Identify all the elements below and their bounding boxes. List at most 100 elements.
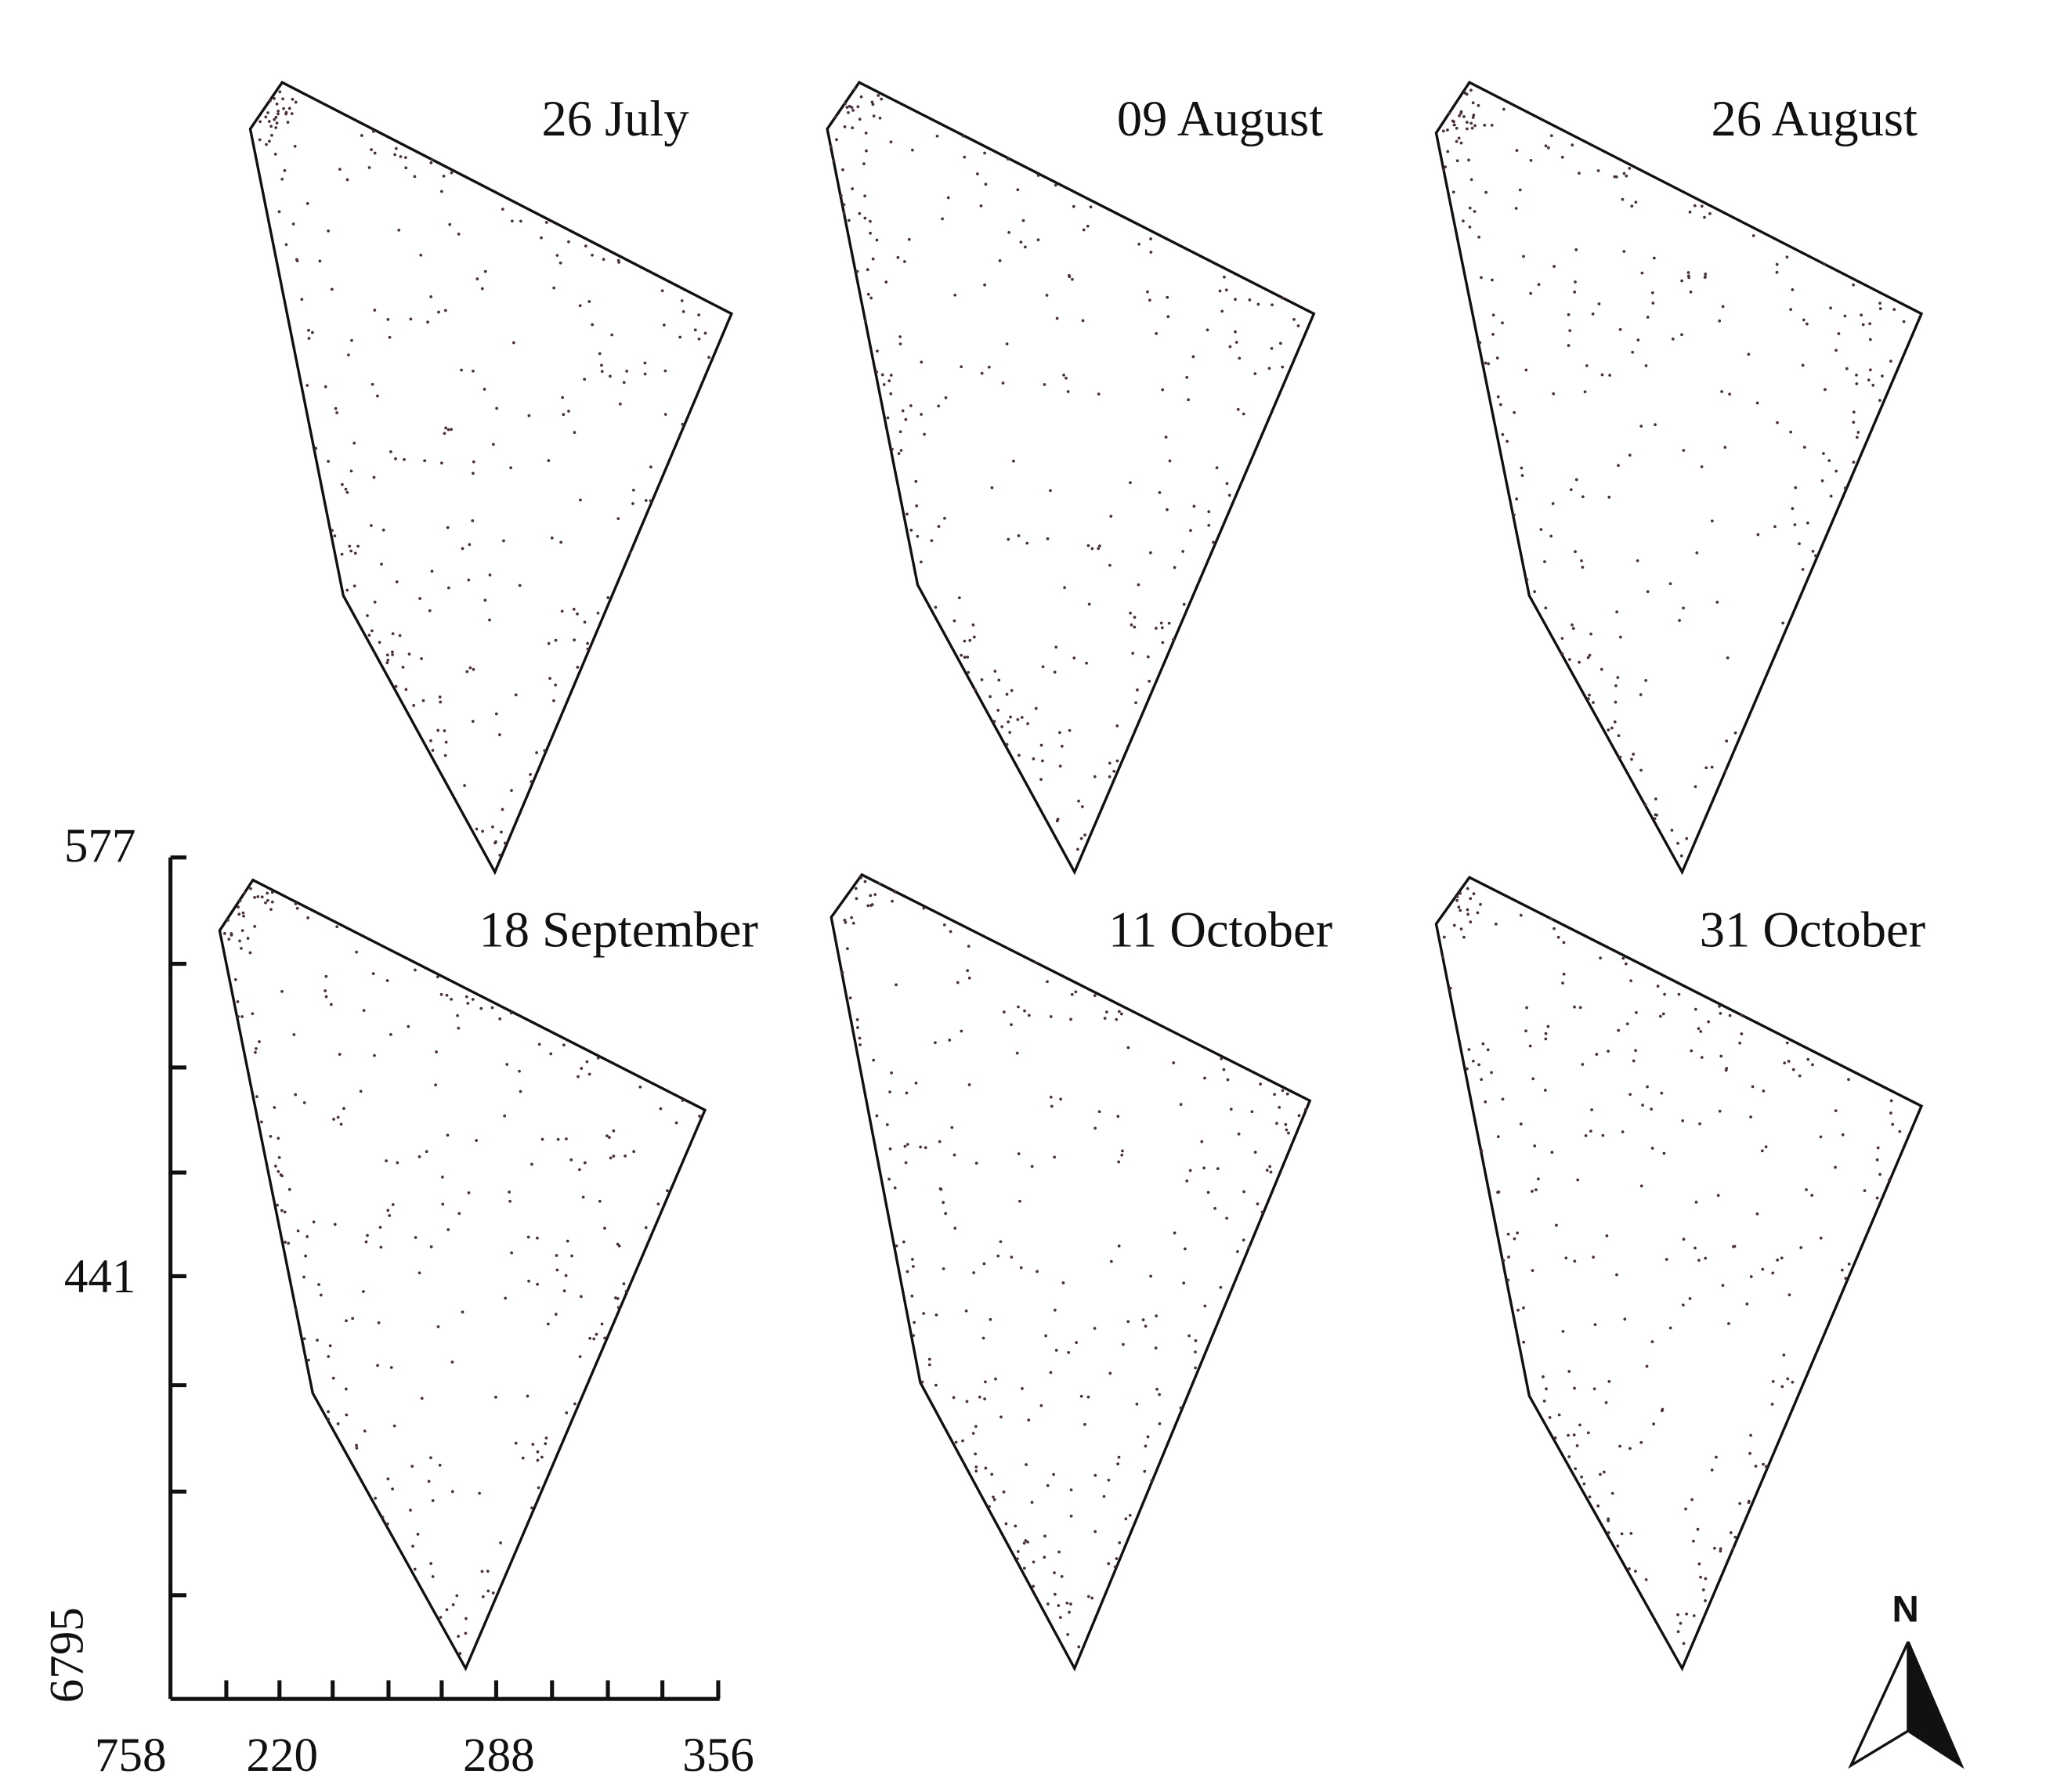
sample-point bbox=[1072, 656, 1076, 660]
sample-point bbox=[1065, 376, 1068, 380]
sample-point bbox=[1543, 1089, 1547, 1092]
sample-point bbox=[441, 1202, 445, 1206]
sample-point bbox=[1074, 990, 1078, 994]
sample-point bbox=[1207, 523, 1211, 527]
sample-point bbox=[1155, 1387, 1159, 1391]
sample-point bbox=[1625, 1022, 1629, 1026]
sample-point bbox=[1615, 610, 1619, 614]
sample-point bbox=[471, 720, 475, 723]
sample-point bbox=[1206, 1190, 1210, 1194]
sample-point bbox=[381, 1516, 385, 1519]
sample-point bbox=[1135, 1402, 1139, 1406]
sample-point bbox=[963, 656, 967, 659]
sample-point bbox=[974, 1162, 978, 1165]
sample-point bbox=[1662, 1151, 1666, 1155]
sample-point bbox=[967, 945, 971, 948]
sample-point bbox=[1701, 1588, 1705, 1591]
sample-point bbox=[1297, 1114, 1301, 1118]
sample-point bbox=[1444, 165, 1448, 169]
sample-point bbox=[1531, 1077, 1535, 1081]
sample-point bbox=[1687, 276, 1691, 280]
y-label: 6795 bbox=[42, 1607, 94, 1703]
sample-point bbox=[1242, 412, 1245, 416]
sample-point bbox=[1755, 1212, 1759, 1216]
sample-point bbox=[255, 1095, 258, 1098]
sample-point bbox=[287, 107, 291, 110]
sample-point bbox=[1026, 722, 1029, 725]
sample-point bbox=[1600, 373, 1604, 377]
sample-point bbox=[1513, 513, 1516, 517]
sample-point bbox=[407, 1024, 410, 1028]
sample-point bbox=[1592, 1255, 1595, 1259]
sample-point bbox=[280, 177, 284, 181]
sample-point bbox=[1749, 1433, 1752, 1437]
sample-point bbox=[457, 1026, 461, 1030]
sample-point bbox=[1791, 1068, 1795, 1071]
sample-point bbox=[1046, 980, 1049, 984]
sample-point bbox=[1852, 421, 1856, 424]
sample-point bbox=[1046, 537, 1050, 540]
sample-point bbox=[1071, 277, 1074, 281]
sample-point bbox=[306, 916, 310, 919]
sample-point bbox=[1553, 265, 1556, 269]
sample-point bbox=[549, 1052, 553, 1056]
sample-point bbox=[638, 1086, 642, 1089]
sample-point bbox=[1855, 435, 1859, 439]
sample-point bbox=[333, 1223, 337, 1227]
sample-point bbox=[1567, 313, 1571, 316]
sample-point bbox=[386, 1477, 390, 1481]
sample-point bbox=[1820, 479, 1824, 482]
sample-point bbox=[1468, 226, 1472, 229]
sample-point bbox=[996, 709, 1000, 712]
sample-point bbox=[1889, 359, 1892, 363]
sample-point bbox=[1786, 1377, 1790, 1381]
sample-point bbox=[547, 641, 551, 645]
sample-point bbox=[1902, 320, 1906, 323]
sample-point bbox=[1105, 1010, 1108, 1014]
sample-point bbox=[1112, 769, 1116, 773]
sample-point bbox=[905, 1270, 909, 1274]
sample-point bbox=[1202, 1166, 1206, 1170]
sample-point bbox=[1785, 255, 1789, 259]
sample-point bbox=[982, 1262, 986, 1266]
sample-point bbox=[385, 979, 389, 982]
sample-point bbox=[1574, 280, 1577, 284]
sample-point bbox=[1506, 1232, 1510, 1236]
sample-point bbox=[927, 1357, 931, 1361]
sample-point bbox=[1090, 547, 1094, 551]
sample-point bbox=[371, 629, 374, 633]
sample-point bbox=[953, 1227, 957, 1230]
sample-point bbox=[967, 976, 971, 980]
sample-point bbox=[283, 168, 287, 172]
sample-point bbox=[275, 102, 279, 106]
sample-point bbox=[386, 318, 390, 321]
sample-point bbox=[858, 117, 862, 121]
sample-point bbox=[1578, 1006, 1582, 1010]
sample-point bbox=[519, 219, 522, 223]
sample-point bbox=[1729, 1530, 1733, 1534]
sample-point bbox=[514, 1441, 518, 1445]
sample-point bbox=[1650, 1147, 1654, 1150]
sample-point bbox=[327, 229, 330, 233]
sample-point bbox=[612, 1129, 616, 1133]
sample-point bbox=[1867, 378, 1871, 382]
sample-point bbox=[381, 528, 385, 532]
sample-point bbox=[697, 313, 701, 316]
sample-point bbox=[1107, 1478, 1111, 1482]
sample-point bbox=[1628, 1447, 1632, 1451]
sample-point bbox=[1655, 813, 1658, 817]
sample-point bbox=[855, 897, 858, 901]
sample-point bbox=[942, 1267, 945, 1270]
sample-point bbox=[448, 222, 452, 226]
sample-point bbox=[1137, 583, 1140, 587]
sample-point bbox=[961, 134, 965, 138]
sample-point bbox=[572, 608, 576, 611]
sample-point bbox=[920, 560, 923, 564]
sample-point bbox=[1049, 1095, 1053, 1099]
sample-point bbox=[903, 1144, 907, 1148]
sample-point bbox=[1636, 338, 1640, 342]
sample-point bbox=[978, 1395, 981, 1399]
sample-point bbox=[1617, 464, 1620, 468]
sample-point bbox=[1027, 1013, 1031, 1017]
